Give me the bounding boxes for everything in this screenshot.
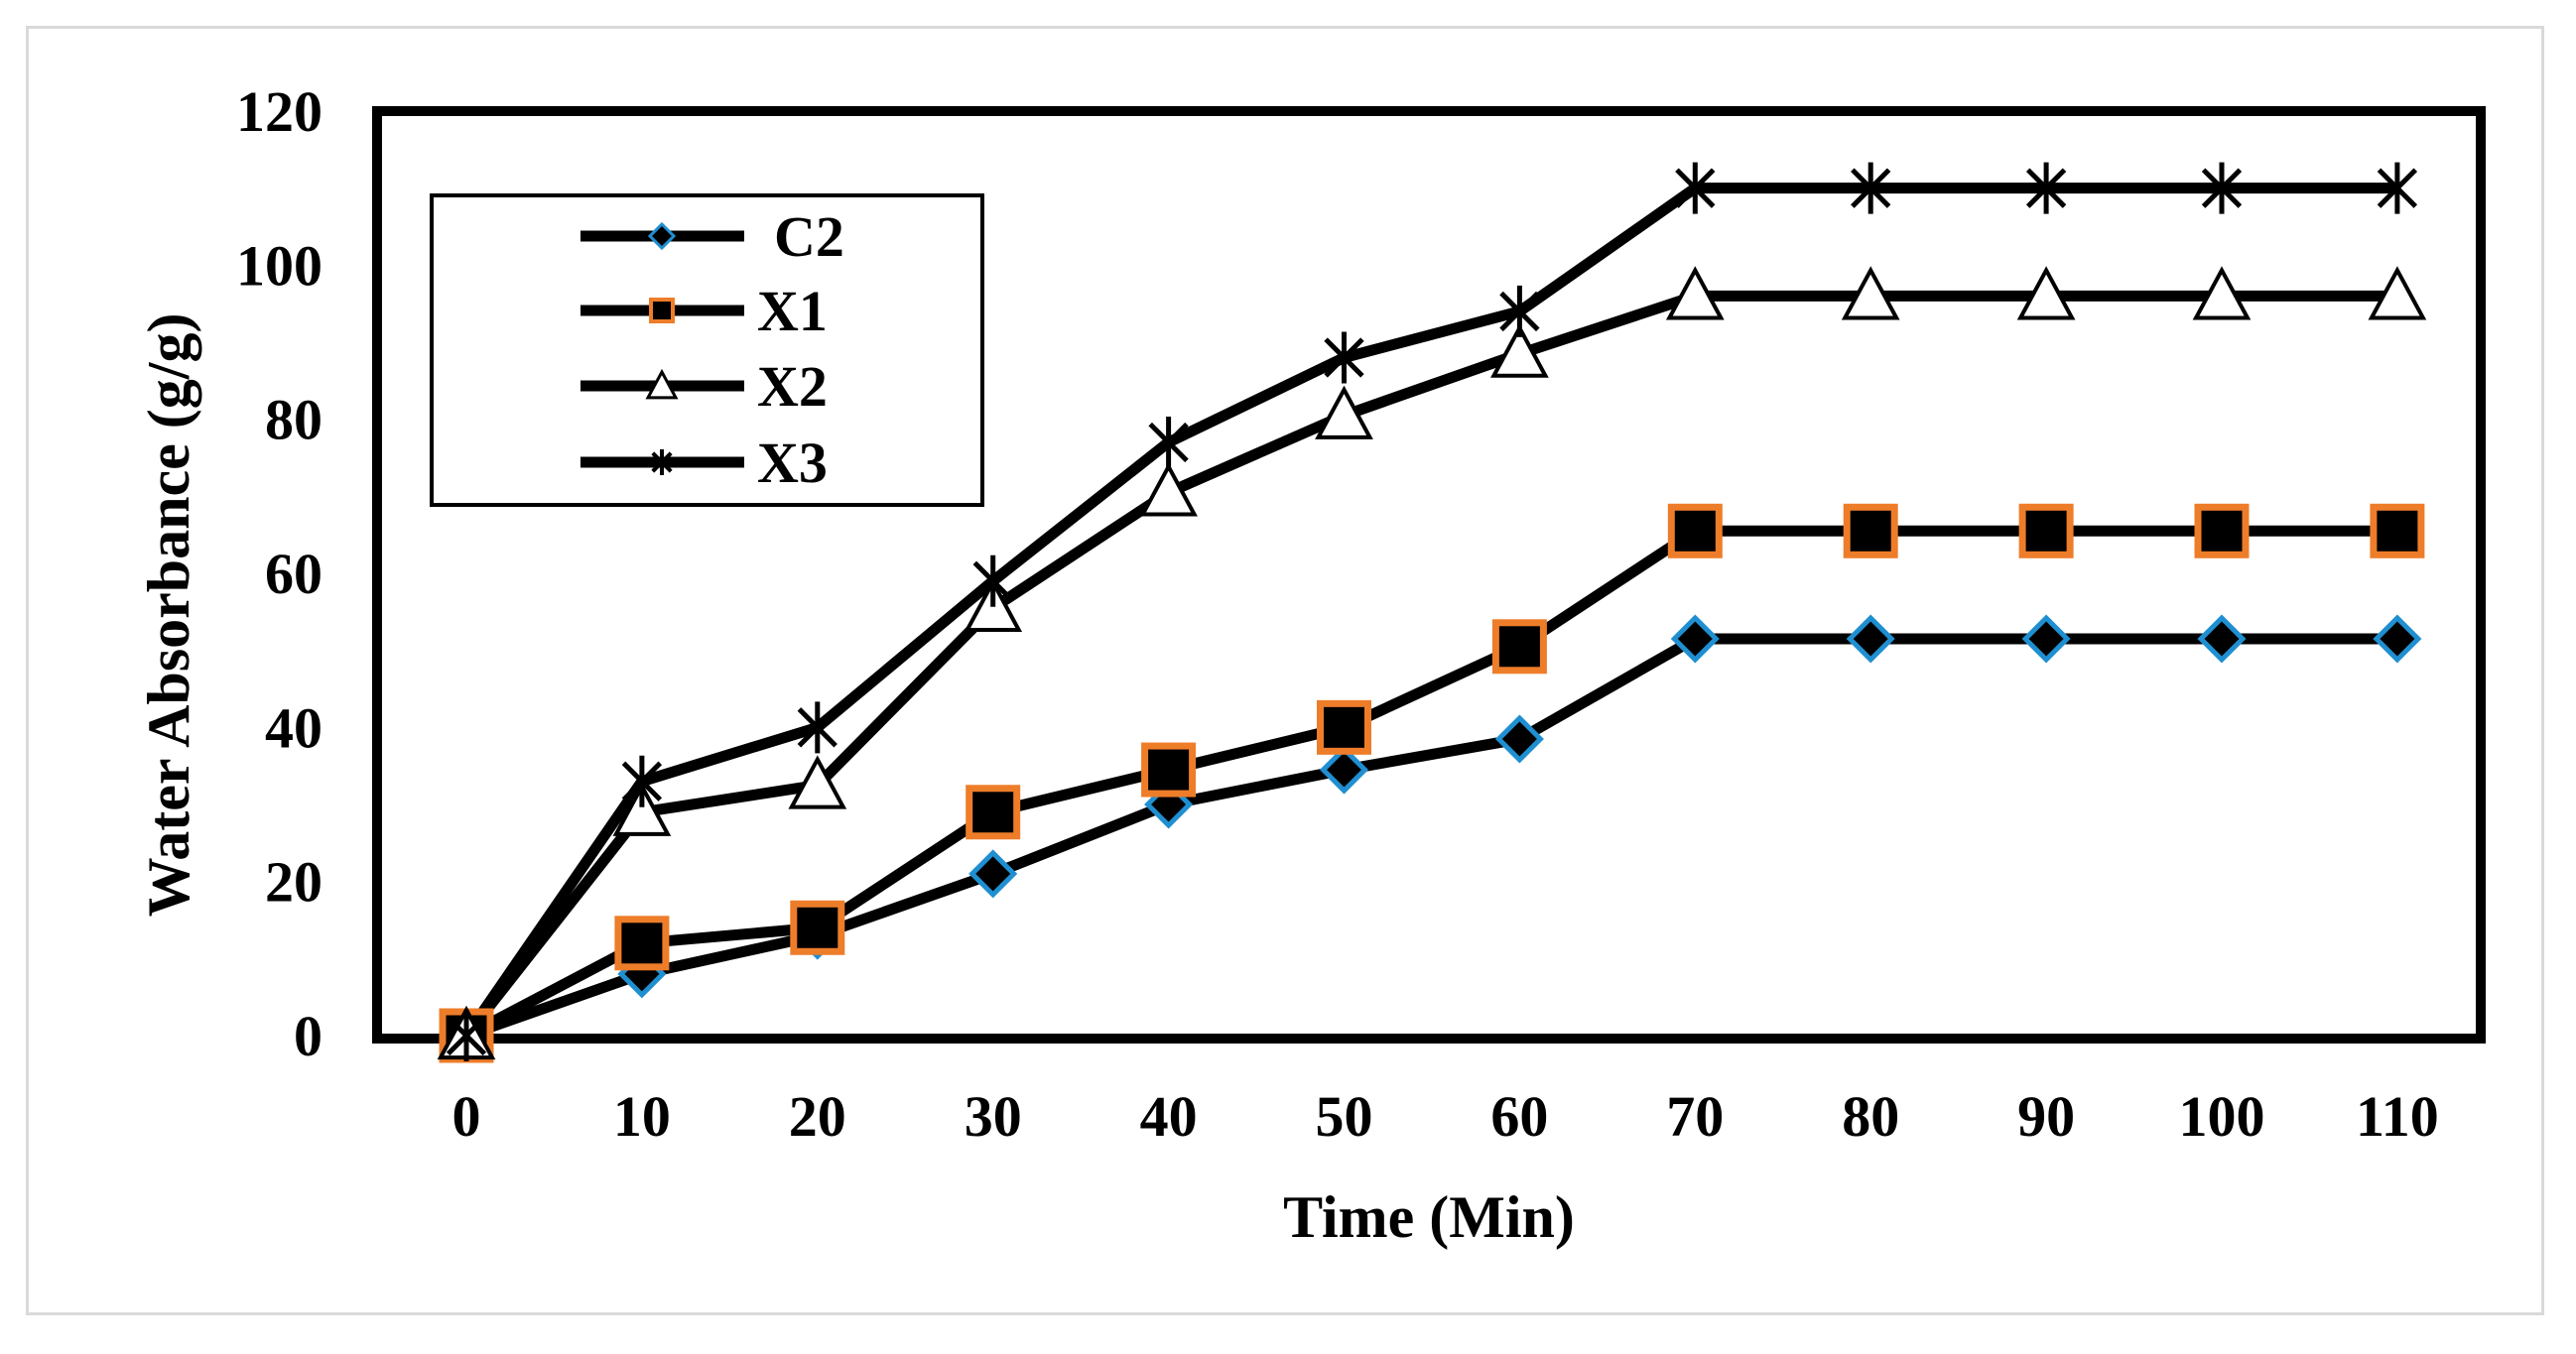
data-point-X1-10: [614, 916, 670, 971]
legend-marker-X1: [649, 298, 675, 323]
legend-label-C2: C2: [774, 204, 844, 269]
legend-label-X2: X2: [757, 354, 828, 419]
data-point-X3-70: [1675, 162, 1716, 214]
data-point-X2-10: [612, 782, 672, 836]
x-tick-label-30: 30: [965, 1084, 1022, 1149]
series-markers-X3: [446, 162, 2418, 1061]
series-line-X1: [463, 525, 2397, 1041]
axis-layer: 0 20 40 60 80 100 120 0 10 20 30 40 50 60 70 80 90 100 110: [236, 79, 2439, 1149]
x-tick-label-0: 0: [452, 1084, 481, 1149]
data-point-X3-110: [2377, 162, 2418, 214]
data-point-C2-50: [1319, 745, 1369, 795]
data-point-X2-70: [1665, 266, 1725, 320]
data-point-X2-50: [1315, 385, 1373, 439]
data-point-C2-100: [2197, 614, 2247, 664]
data-point-X2-100: [2192, 266, 2252, 320]
x-axis-label: Time (Min): [1283, 1184, 1575, 1250]
data-point-X3-50: [1324, 331, 1364, 384]
data-point-X1-80: [1843, 503, 1898, 558]
data-point-X1-50: [1317, 699, 1371, 755]
y-tick-label-20: 20: [265, 850, 322, 915]
legend-marker-X2: [645, 368, 679, 400]
data-point-X3-30: [972, 554, 1013, 607]
data-point-X3-10: [621, 755, 663, 807]
series-line-X3: [461, 183, 2397, 1040]
data-point-X3-100: [2201, 162, 2243, 214]
data-point-X1-100: [2194, 503, 2250, 558]
x-tick-label-60: 60: [1490, 1084, 1548, 1149]
x-tick-label-80: 80: [1842, 1084, 1899, 1149]
x-tick-label-10: 10: [613, 1084, 671, 1149]
x-tick-label-50: 50: [1316, 1084, 1373, 1149]
legend: C2 X1 X2 X3: [430, 193, 984, 507]
data-point-X2-40: [1139, 462, 1198, 517]
y-tick-label-60: 60: [265, 542, 322, 606]
series-layer: [437, 162, 2427, 1063]
legend-marker-X3: [651, 449, 673, 475]
data-point-C2-30: [968, 849, 1018, 899]
data-point-C2-70: [1670, 614, 1720, 664]
data-point-C2-110: [2373, 614, 2422, 664]
y-axis-label: Water Absorbance (g/g): [136, 313, 201, 918]
data-point-X2-90: [2016, 266, 2076, 320]
x-tick-label-20: 20: [789, 1084, 846, 1149]
y-tick-label-40: 40: [265, 695, 322, 760]
series-line-X2: [461, 290, 2397, 1040]
data-point-X1-110: [2370, 503, 2425, 558]
y-tick-label-0: 0: [294, 1004, 322, 1068]
data-point-X3-0: [446, 1010, 487, 1061]
series-line-C2: [464, 633, 2397, 1042]
x-tick-label-90: 90: [2017, 1084, 2075, 1149]
data-point-X2-60: [1490, 323, 1549, 378]
y-tick-label-120: 120: [236, 79, 322, 144]
data-point-X3-90: [2025, 162, 2067, 214]
data-point-X2-20: [788, 755, 847, 809]
data-point-X1-90: [2018, 503, 2074, 558]
legend-label-X1: X1: [757, 279, 828, 343]
data-point-X1-30: [966, 785, 1021, 840]
data-point-X2-110: [2368, 266, 2427, 320]
data-point-X3-40: [1148, 416, 1189, 468]
x-tick-label-100: 100: [2179, 1084, 2265, 1149]
y-tick-label-80: 80: [265, 388, 322, 452]
legend-box: [430, 193, 984, 507]
data-point-X1-40: [1141, 742, 1197, 798]
data-point-C2-60: [1494, 714, 1544, 764]
data-point-C2-90: [2021, 614, 2071, 664]
data-point-X3-60: [1499, 285, 1540, 337]
data-point-X2-80: [1841, 266, 1900, 320]
data-point-X1-70: [1667, 503, 1723, 558]
data-point-X3-80: [1851, 162, 1891, 214]
x-tick-label-40: 40: [1140, 1084, 1198, 1149]
x-tick-label-70: 70: [1666, 1084, 1724, 1149]
data-point-C2-80: [1846, 614, 1895, 664]
legend-marker-C2: [647, 221, 677, 251]
legend-label-X3: X3: [757, 431, 828, 495]
data-point-X1-60: [1491, 619, 1547, 675]
y-tick-label-100: 100: [236, 233, 322, 298]
data-point-X1-20: [790, 900, 845, 955]
x-tick-label-110: 110: [2356, 1084, 2439, 1149]
data-point-X3-20: [797, 701, 837, 754]
